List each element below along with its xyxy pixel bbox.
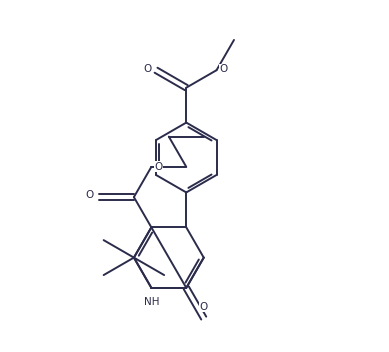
Text: O: O <box>144 64 152 74</box>
Text: O: O <box>200 302 208 312</box>
Text: O: O <box>154 162 163 172</box>
Text: NH: NH <box>144 297 160 307</box>
Text: O: O <box>220 64 228 74</box>
Text: O: O <box>86 190 94 200</box>
